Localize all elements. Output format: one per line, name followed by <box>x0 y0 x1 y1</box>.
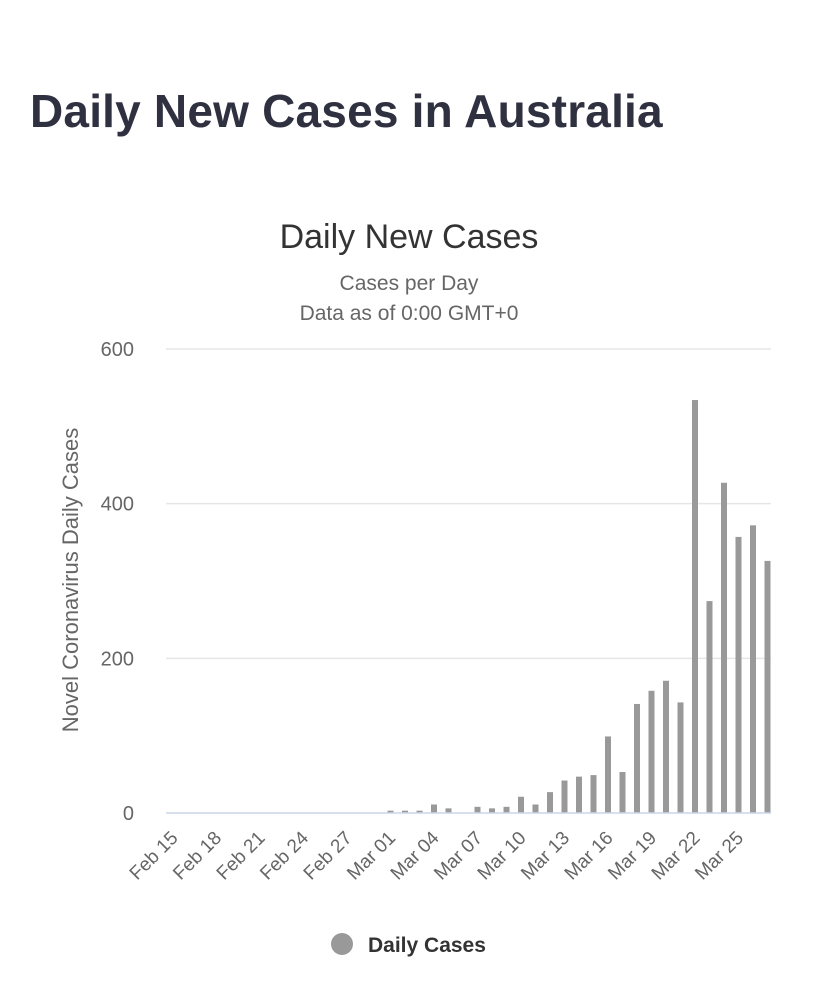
y-tick-label: 600 <box>101 339 134 361</box>
bar[interactable] <box>474 806 481 813</box>
x-tick-label: Mar 16 <box>561 828 618 885</box>
x-tick-label: Feb 21 <box>213 828 270 885</box>
bar[interactable] <box>764 560 771 813</box>
y-tick-label: 0 <box>123 803 134 825</box>
bar[interactable] <box>576 776 582 813</box>
bar[interactable] <box>387 810 394 813</box>
bar[interactable] <box>634 703 640 813</box>
bar-series <box>387 400 771 813</box>
bar[interactable] <box>402 810 408 813</box>
bar[interactable] <box>663 680 669 813</box>
bar[interactable] <box>750 525 756 813</box>
bar[interactable] <box>532 804 539 813</box>
x-tick-label: Mar 07 <box>430 828 487 885</box>
bar[interactable] <box>431 804 437 813</box>
y-axis-label: Novel Coronavirus Daily Cases <box>58 428 83 732</box>
bar[interactable] <box>547 792 553 813</box>
grid-lines <box>166 348 771 660</box>
x-tick-label: Feb 18 <box>169 828 226 885</box>
bar[interactable] <box>416 810 423 813</box>
chart-subtitle: Cases per Day <box>340 272 479 295</box>
bar[interactable] <box>518 796 524 813</box>
y-axis-ticks: 0 200 400 600 <box>101 339 134 825</box>
chart-data-date: Data as of 0:00 GMT+0 <box>300 302 519 325</box>
legend-label: Daily Cases <box>368 934 486 957</box>
x-tick-label: Mar 10 <box>474 828 531 885</box>
bar[interactable] <box>721 482 727 813</box>
legend-marker <box>331 933 353 955</box>
daily-cases-chart: Daily New Cases Cases per Day Data as of… <box>58 218 771 957</box>
bar[interactable] <box>503 806 510 813</box>
bar[interactable] <box>648 690 655 813</box>
bar[interactable] <box>677 702 684 813</box>
page-heading: Daily New Cases in Australia <box>30 85 663 137</box>
x-tick-label: Mar 01 <box>343 828 400 885</box>
x-tick-label: Feb 15 <box>126 828 183 885</box>
x-tick-label: Feb 27 <box>300 828 357 885</box>
x-tick-label: Mar 25 <box>691 828 748 885</box>
chart-container: Daily New Cases Cases per Day Data as of… <box>0 200 818 1000</box>
chart-title: Daily New Cases <box>280 218 539 256</box>
y-tick-label: 400 <box>101 494 134 516</box>
bar[interactable] <box>706 601 713 813</box>
y-tick-label: 200 <box>101 648 134 670</box>
bar[interactable] <box>619 772 626 813</box>
bar[interactable] <box>605 736 611 813</box>
bar[interactable] <box>561 780 568 813</box>
x-tick-label: Mar 13 <box>517 828 574 885</box>
x-tick-label: Mar 22 <box>648 828 705 885</box>
x-tick-label: Mar 19 <box>604 828 661 885</box>
bar[interactable] <box>445 808 452 813</box>
bar[interactable] <box>489 808 495 813</box>
bar[interactable] <box>735 536 742 813</box>
bar[interactable] <box>590 775 597 813</box>
legend[interactable]: Daily Cases <box>331 933 486 957</box>
bar[interactable] <box>692 400 698 813</box>
